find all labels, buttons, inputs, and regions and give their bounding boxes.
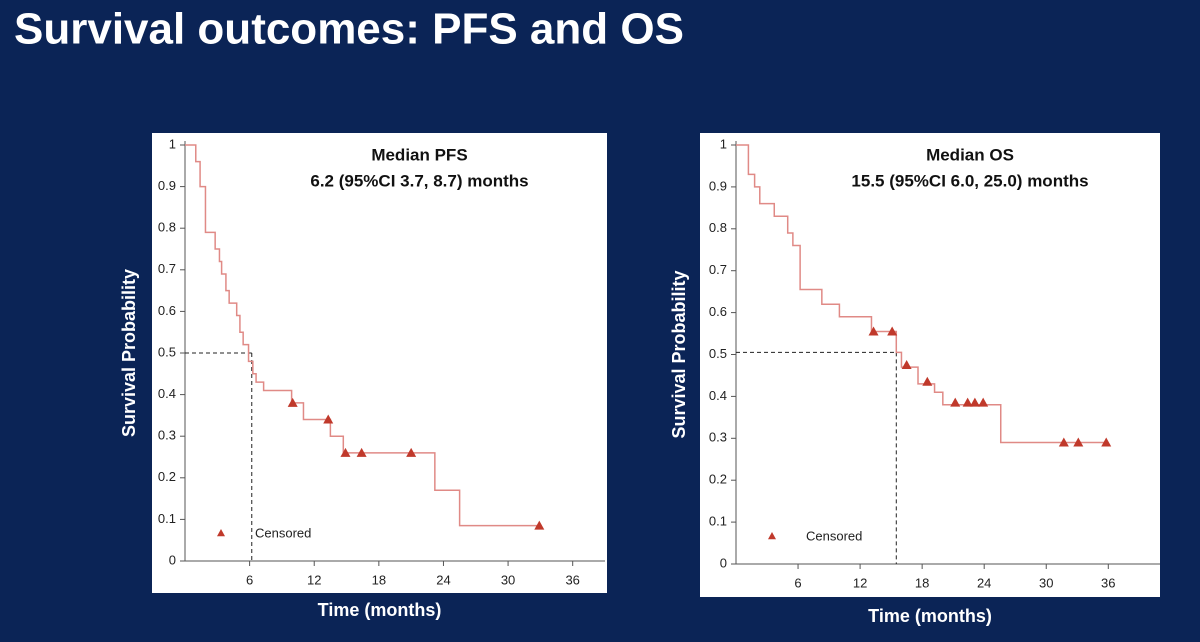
y-tick-label: 0 [169,552,176,567]
legend-marker [217,529,225,537]
annotation: Median OS [926,145,1014,164]
censored-marker [978,397,989,407]
x-tick-label: 36 [1101,575,1115,590]
y-tick-label: 0.9 [158,178,176,193]
censored-marker [340,447,351,457]
x-tick-label: 18 [372,572,386,587]
censored-marker [534,520,545,530]
annotation: Median PFS [371,145,467,164]
censored-marker [969,397,980,407]
censored-marker [356,447,367,457]
censored-marker [323,414,334,424]
x-tick-label: 12 [307,572,321,587]
chart: 0 0.1 0.2 0.3 0.4 0.5 0.6 0.7 0.8 0.9 1 6 12 18 24 30 36… [669,133,1160,626]
x-tick-label: 30 [501,572,515,587]
y-tick-label: 0.4 [158,386,176,401]
censored-marker [962,397,973,407]
censored-marker [1101,437,1112,447]
y-tick-label: 0.4 [709,388,727,403]
y-axis-label: Survival Probability [119,269,139,437]
y-tick-label: 0.3 [158,428,176,443]
x-tick-label: 24 [436,572,450,587]
legend-marker [768,532,776,540]
y-tick-label: 0.1 [709,514,727,529]
y-tick-label: 1 [720,136,727,151]
x-axis-label: Time (months) [318,600,442,620]
y-tick-label: 0.9 [709,178,727,193]
y-tick-label: 1 [169,136,176,151]
y-tick-label: 0.8 [709,220,727,235]
censored-marker [887,326,898,336]
y-tick-label: 0.6 [709,304,727,319]
plot-background [152,133,607,593]
x-tick-label: 12 [853,575,867,590]
y-axis-label: Survival Probability [669,270,689,438]
y-tick-label: 0.2 [709,472,727,487]
x-tick-label: 18 [915,575,929,590]
x-tick-label: 36 [565,572,579,587]
y-tick-label: 0.5 [709,346,727,361]
x-tick-label: 6 [246,572,253,587]
y-tick-label: 0.1 [158,511,176,526]
censored-marker [950,397,961,407]
y-tick-label: 0.2 [158,469,176,484]
annotation: 6.2 (95%CI 3.7, 8.7) months [310,171,528,190]
censored-marker [1058,437,1069,447]
plot-background [700,133,1160,597]
y-tick-label: 0.3 [709,430,727,445]
x-tick-label: 30 [1039,575,1053,590]
y-tick-label: 0.6 [158,303,176,318]
y-tick-label: 0.8 [158,220,176,235]
y-tick-label: 0.7 [709,262,727,277]
censored-marker [922,376,933,386]
survival-curve [736,144,1109,444]
slide-title: Survival outcomes: PFS and OS [14,5,684,54]
x-tick-label: 24 [977,575,991,590]
legend-label: Censored [806,528,862,543]
x-axis-label: Time (months) [868,606,992,626]
censored-marker [868,326,879,336]
censored-marker [901,359,912,369]
legend-label: Censored [255,525,311,540]
censored-marker [287,397,298,407]
x-tick-label: 6 [794,575,801,590]
y-tick-label: 0.5 [158,344,176,359]
survival-curve [185,144,540,527]
chart: 0 0.1 0.2 0.3 0.4 0.5 0.6 0.7 0.8 0.9 1 6 12 18 24 30 36… [119,133,607,620]
annotation: 15.5 (95%CI 6.0, 25.0) months [851,171,1088,190]
censored-marker [1073,437,1084,447]
censored-marker [406,447,417,457]
y-tick-label: 0.7 [158,261,176,276]
y-tick-label: 0 [720,555,727,570]
